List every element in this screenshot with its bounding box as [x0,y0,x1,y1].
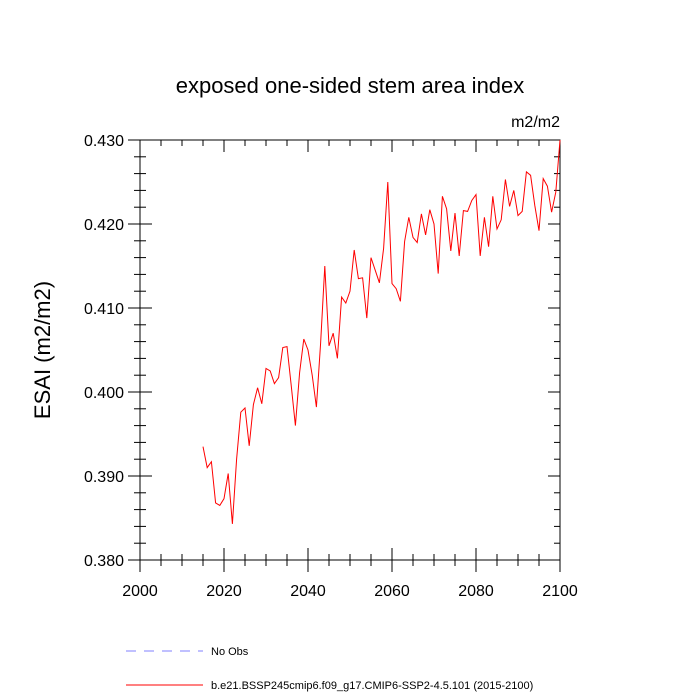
legend: No Obs b.e21.BSSP245cmip6.f09_g17.CMIP6-S… [126,646,533,692]
y-tick-label: 0.430 [84,133,124,150]
plot-frame [139,139,561,561]
series-line [202,139,561,524]
x-tick-label: 2060 [374,583,410,600]
x-tick-label: 2080 [458,583,494,600]
x-tick-label: 2020 [206,583,242,600]
y-tick-label: 0.420 [84,217,124,234]
y-axis-label: ESAI (m2/m2) [30,281,55,419]
chart-title: exposed one-sided stem area index [176,73,525,98]
axis-ticks: 2000 2020 2040 2060 2080 2100 0.380 0.390 0.400 0… [84,133,578,600]
y-tick-label: 0.390 [84,469,124,486]
series-layer [202,139,561,524]
y-tick-label: 0.410 [84,301,124,318]
legend-label: No Obs [211,646,249,658]
units-label: m2/m2 [511,114,560,131]
x-tick-label: 2000 [122,583,158,600]
x-tick-label: 2100 [542,583,578,600]
x-tick-label: 2040 [290,583,326,600]
legend-label: b.e21.BSSP245cmip6.f09_g17.CMIP6-SSP2-4.… [211,680,533,692]
y-tick-label: 0.380 [84,553,124,570]
y-tick-label: 0.400 [84,385,124,402]
